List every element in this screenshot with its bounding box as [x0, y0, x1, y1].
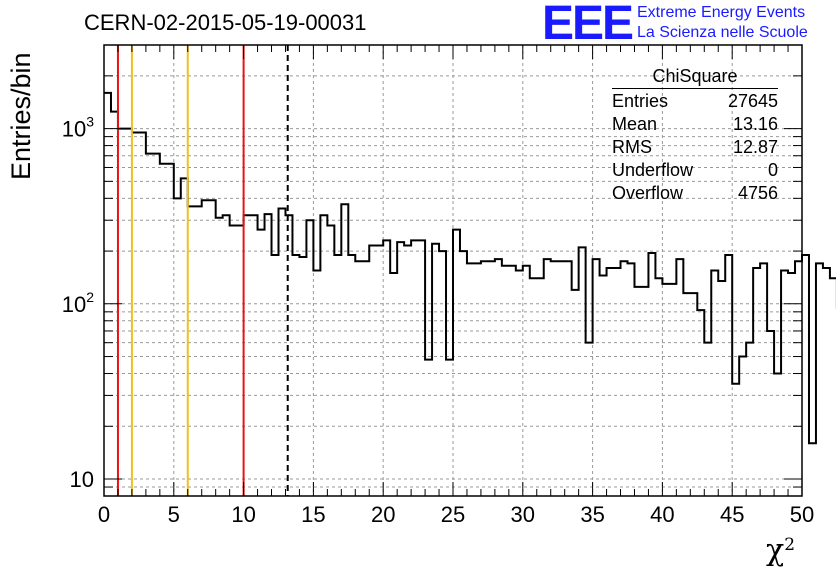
- x-tick-label: 10: [231, 502, 255, 527]
- y-axis-label: Entries/bin: [6, 52, 36, 180]
- stats-label: Overflow: [612, 183, 684, 203]
- x-axis-label: χ2: [766, 533, 795, 568]
- x-tick-label: 25: [441, 502, 465, 527]
- x-tick-label: 40: [650, 502, 674, 527]
- stats-box: ChiSquare Entries 27645 Mean 13.16 RMS 12.8…: [612, 66, 778, 205]
- x-tick-label: 5: [168, 502, 180, 527]
- stats-label: RMS: [612, 137, 652, 157]
- eee-logo: EEE: [542, 0, 634, 50]
- stats-row-rms: RMS 12.87: [612, 136, 778, 159]
- stats-row-entries: Entries 27645: [612, 90, 778, 113]
- histogram: [104, 91, 836, 445]
- stats-value: 13.16: [732, 114, 778, 134]
- y-tick-label: 103: [62, 114, 94, 142]
- stats-label: Entries: [612, 91, 669, 111]
- stats-label: Underflow: [612, 160, 694, 180]
- x-tick-label: 45: [720, 502, 744, 527]
- stats-value: 27645: [727, 91, 778, 111]
- x-axis-label-exponent: 2: [784, 535, 796, 555]
- y-tick-label: 102: [62, 289, 94, 317]
- stats-label: Mean: [612, 114, 658, 134]
- logo-line-2: La Scienza nelle Scuole: [637, 24, 808, 41]
- stats-title: ChiSquare: [612, 66, 778, 89]
- x-axis-label-base: χ: [766, 533, 785, 568]
- x-tick-label: 50: [790, 502, 814, 527]
- x-tick-labels: 0 5 10 15 20 25 30 35 40 45 50: [98, 502, 814, 527]
- x-tick-label: 0: [98, 502, 110, 527]
- x-tick-label: 35: [580, 502, 604, 527]
- reference-lines: [116, 45, 289, 496]
- axes: [103, 44, 803, 497]
- stats-row-underflow: Underflow 0: [612, 159, 778, 182]
- x-tick-label: 20: [371, 502, 395, 527]
- x-tick-label: 30: [511, 502, 535, 527]
- y-tick-label: 10: [70, 467, 94, 492]
- x-tick-label: 15: [301, 502, 325, 527]
- plot-title: CERN-02-2015-05-19-00031: [84, 10, 367, 35]
- stats-row-overflow: Overflow 4756: [612, 182, 778, 205]
- stats-value: 12.87: [732, 137, 778, 157]
- stats-value: 4756: [737, 183, 778, 203]
- stats-row-mean: Mean 13.16: [612, 113, 778, 136]
- stats-value: 0: [767, 160, 778, 180]
- logo-line-1: Extreme Energy Events: [637, 4, 806, 21]
- y-tick-labels: 10 102 103: [62, 114, 94, 492]
- histogram-line: [104, 91, 836, 445]
